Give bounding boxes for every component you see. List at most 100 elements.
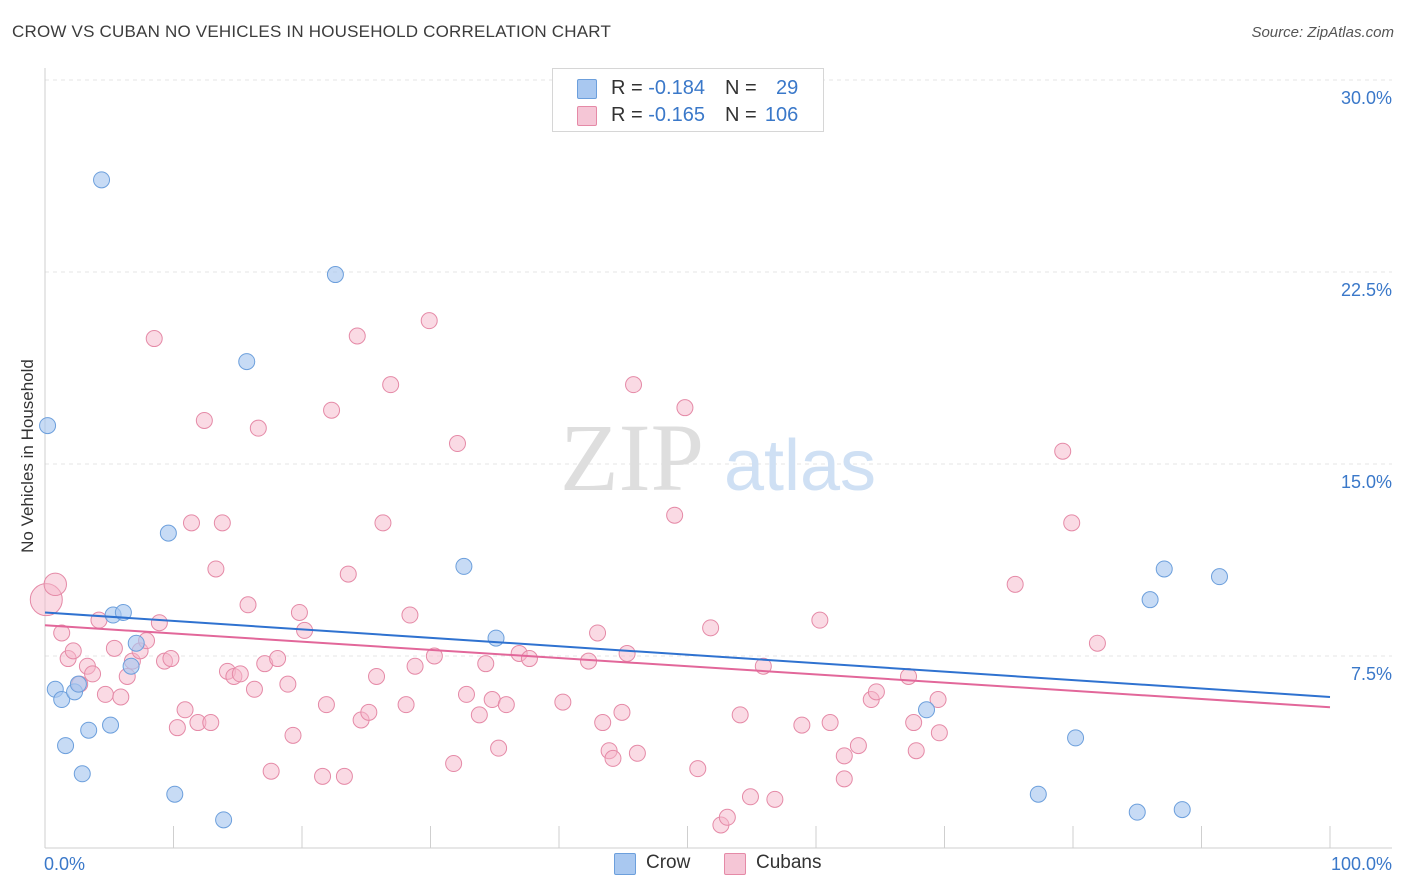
cubans-point <box>162 650 180 668</box>
cubans-point <box>339 565 357 583</box>
cubans-trend-line <box>44 624 1331 709</box>
cubans-point <box>905 714 923 732</box>
cubans-point <box>150 614 168 632</box>
cubans-point <box>497 696 515 714</box>
cubans-point <box>195 411 213 429</box>
cubans-point <box>279 675 297 693</box>
cubans-point <box>907 742 925 760</box>
cubans-point <box>397 696 415 714</box>
trend-lines <box>44 611 1331 709</box>
cubans-legend-swatch <box>724 853 746 875</box>
cubans-point <box>90 611 108 629</box>
cubans-point <box>628 744 646 762</box>
cubans-point <box>929 691 947 709</box>
cubans-n: N = 106 <box>725 104 799 126</box>
crow-legend-swatch <box>614 853 636 875</box>
cubans-point <box>262 762 280 780</box>
crow-r: R = -0.184 <box>611 77 705 99</box>
legend-row-cubans: R = -0.165 N = 106 <box>553 102 823 128</box>
cubans-point <box>702 619 720 637</box>
axes <box>44 68 1392 849</box>
cubans-point <box>245 680 263 698</box>
cubans-point <box>348 327 366 345</box>
cubans-point <box>554 693 572 711</box>
watermark-zip: ZIP <box>560 404 704 511</box>
cubans-point <box>1063 514 1081 532</box>
cubans-point <box>53 624 71 642</box>
crow-point <box>80 721 98 739</box>
cubans-point <box>689 760 707 778</box>
cubans-point <box>269 650 287 668</box>
crow-point <box>57 737 75 755</box>
cubans-point <box>112 688 130 706</box>
cubans-point <box>96 685 114 703</box>
crow-n: N = 29 <box>725 77 799 99</box>
cubans-point <box>335 767 353 785</box>
cubans-point <box>618 644 636 662</box>
cubans-point <box>676 399 694 417</box>
cubans-point <box>731 706 749 724</box>
cubans-point <box>483 691 501 709</box>
crow-point <box>102 716 120 734</box>
crow-point <box>1141 591 1159 609</box>
cubans-point <box>613 703 631 721</box>
cubans-point <box>145 330 163 348</box>
cubans-point <box>382 376 400 394</box>
x-tick-label-max: 100.0% <box>1331 854 1392 874</box>
cubans-point <box>231 665 249 683</box>
cubans-point <box>168 719 186 737</box>
crow-point <box>122 657 140 675</box>
watermark-atlas: atlas <box>724 426 876 506</box>
cubans-point <box>323 401 341 419</box>
watermark: ZIP atlas <box>560 404 876 511</box>
crow-point <box>73 765 91 783</box>
y-tick-label: 22.5% <box>1341 280 1392 300</box>
y-tick-label: 15.0% <box>1341 472 1392 492</box>
cubans-point <box>520 650 538 668</box>
cubans-point <box>490 739 508 757</box>
crow-point <box>1029 785 1047 803</box>
y-tick-label: 30.0% <box>1341 88 1392 108</box>
cubans-point <box>1006 575 1024 593</box>
chart-title: CROW VS CUBAN NO VEHICLES IN HOUSEHOLD C… <box>12 22 612 41</box>
crow-point <box>53 691 71 709</box>
cubans-point <box>625 376 643 394</box>
cubans-point <box>64 642 82 660</box>
cubans-point <box>207 560 225 578</box>
cubans-point <box>477 655 495 673</box>
cubans-point <box>589 624 607 642</box>
cubans-point <box>374 514 392 532</box>
cubans-point <box>604 749 622 767</box>
crow-point <box>455 557 473 575</box>
cubans-point <box>849 737 867 755</box>
cubans-point <box>239 596 257 614</box>
cubans-point <box>930 724 948 742</box>
cubans-point <box>811 611 829 629</box>
cubans-point <box>249 419 267 437</box>
crow-point <box>1155 560 1173 578</box>
crow-point <box>215 811 233 829</box>
cubans-point <box>182 514 200 532</box>
cubans-swatch <box>577 106 597 126</box>
crow-point <box>1173 801 1191 819</box>
crow-points <box>39 171 1228 829</box>
source-label: Source: ZipAtlas.com <box>1251 24 1394 41</box>
cubans-point <box>290 603 308 621</box>
cubans-point <box>284 726 302 744</box>
crow-point <box>69 675 87 693</box>
crow-point <box>39 417 57 435</box>
cubans-point <box>821 714 839 732</box>
crow-point <box>1210 568 1228 586</box>
crow-point <box>166 785 184 803</box>
crow-point <box>1128 803 1146 821</box>
cubans-r: R = -0.165 <box>611 104 705 126</box>
cubans-point <box>360 703 378 721</box>
cubans-point <box>594 714 612 732</box>
cubans-point <box>766 790 784 808</box>
correlation-legend: R = -0.184 N = 29 R = -0.165 N = 106 <box>552 68 824 132</box>
cubans-point <box>741 788 759 806</box>
cubans-point <box>867 683 885 701</box>
y-tick-label: 7.5% <box>1351 664 1392 684</box>
cubans-point <box>84 665 102 683</box>
